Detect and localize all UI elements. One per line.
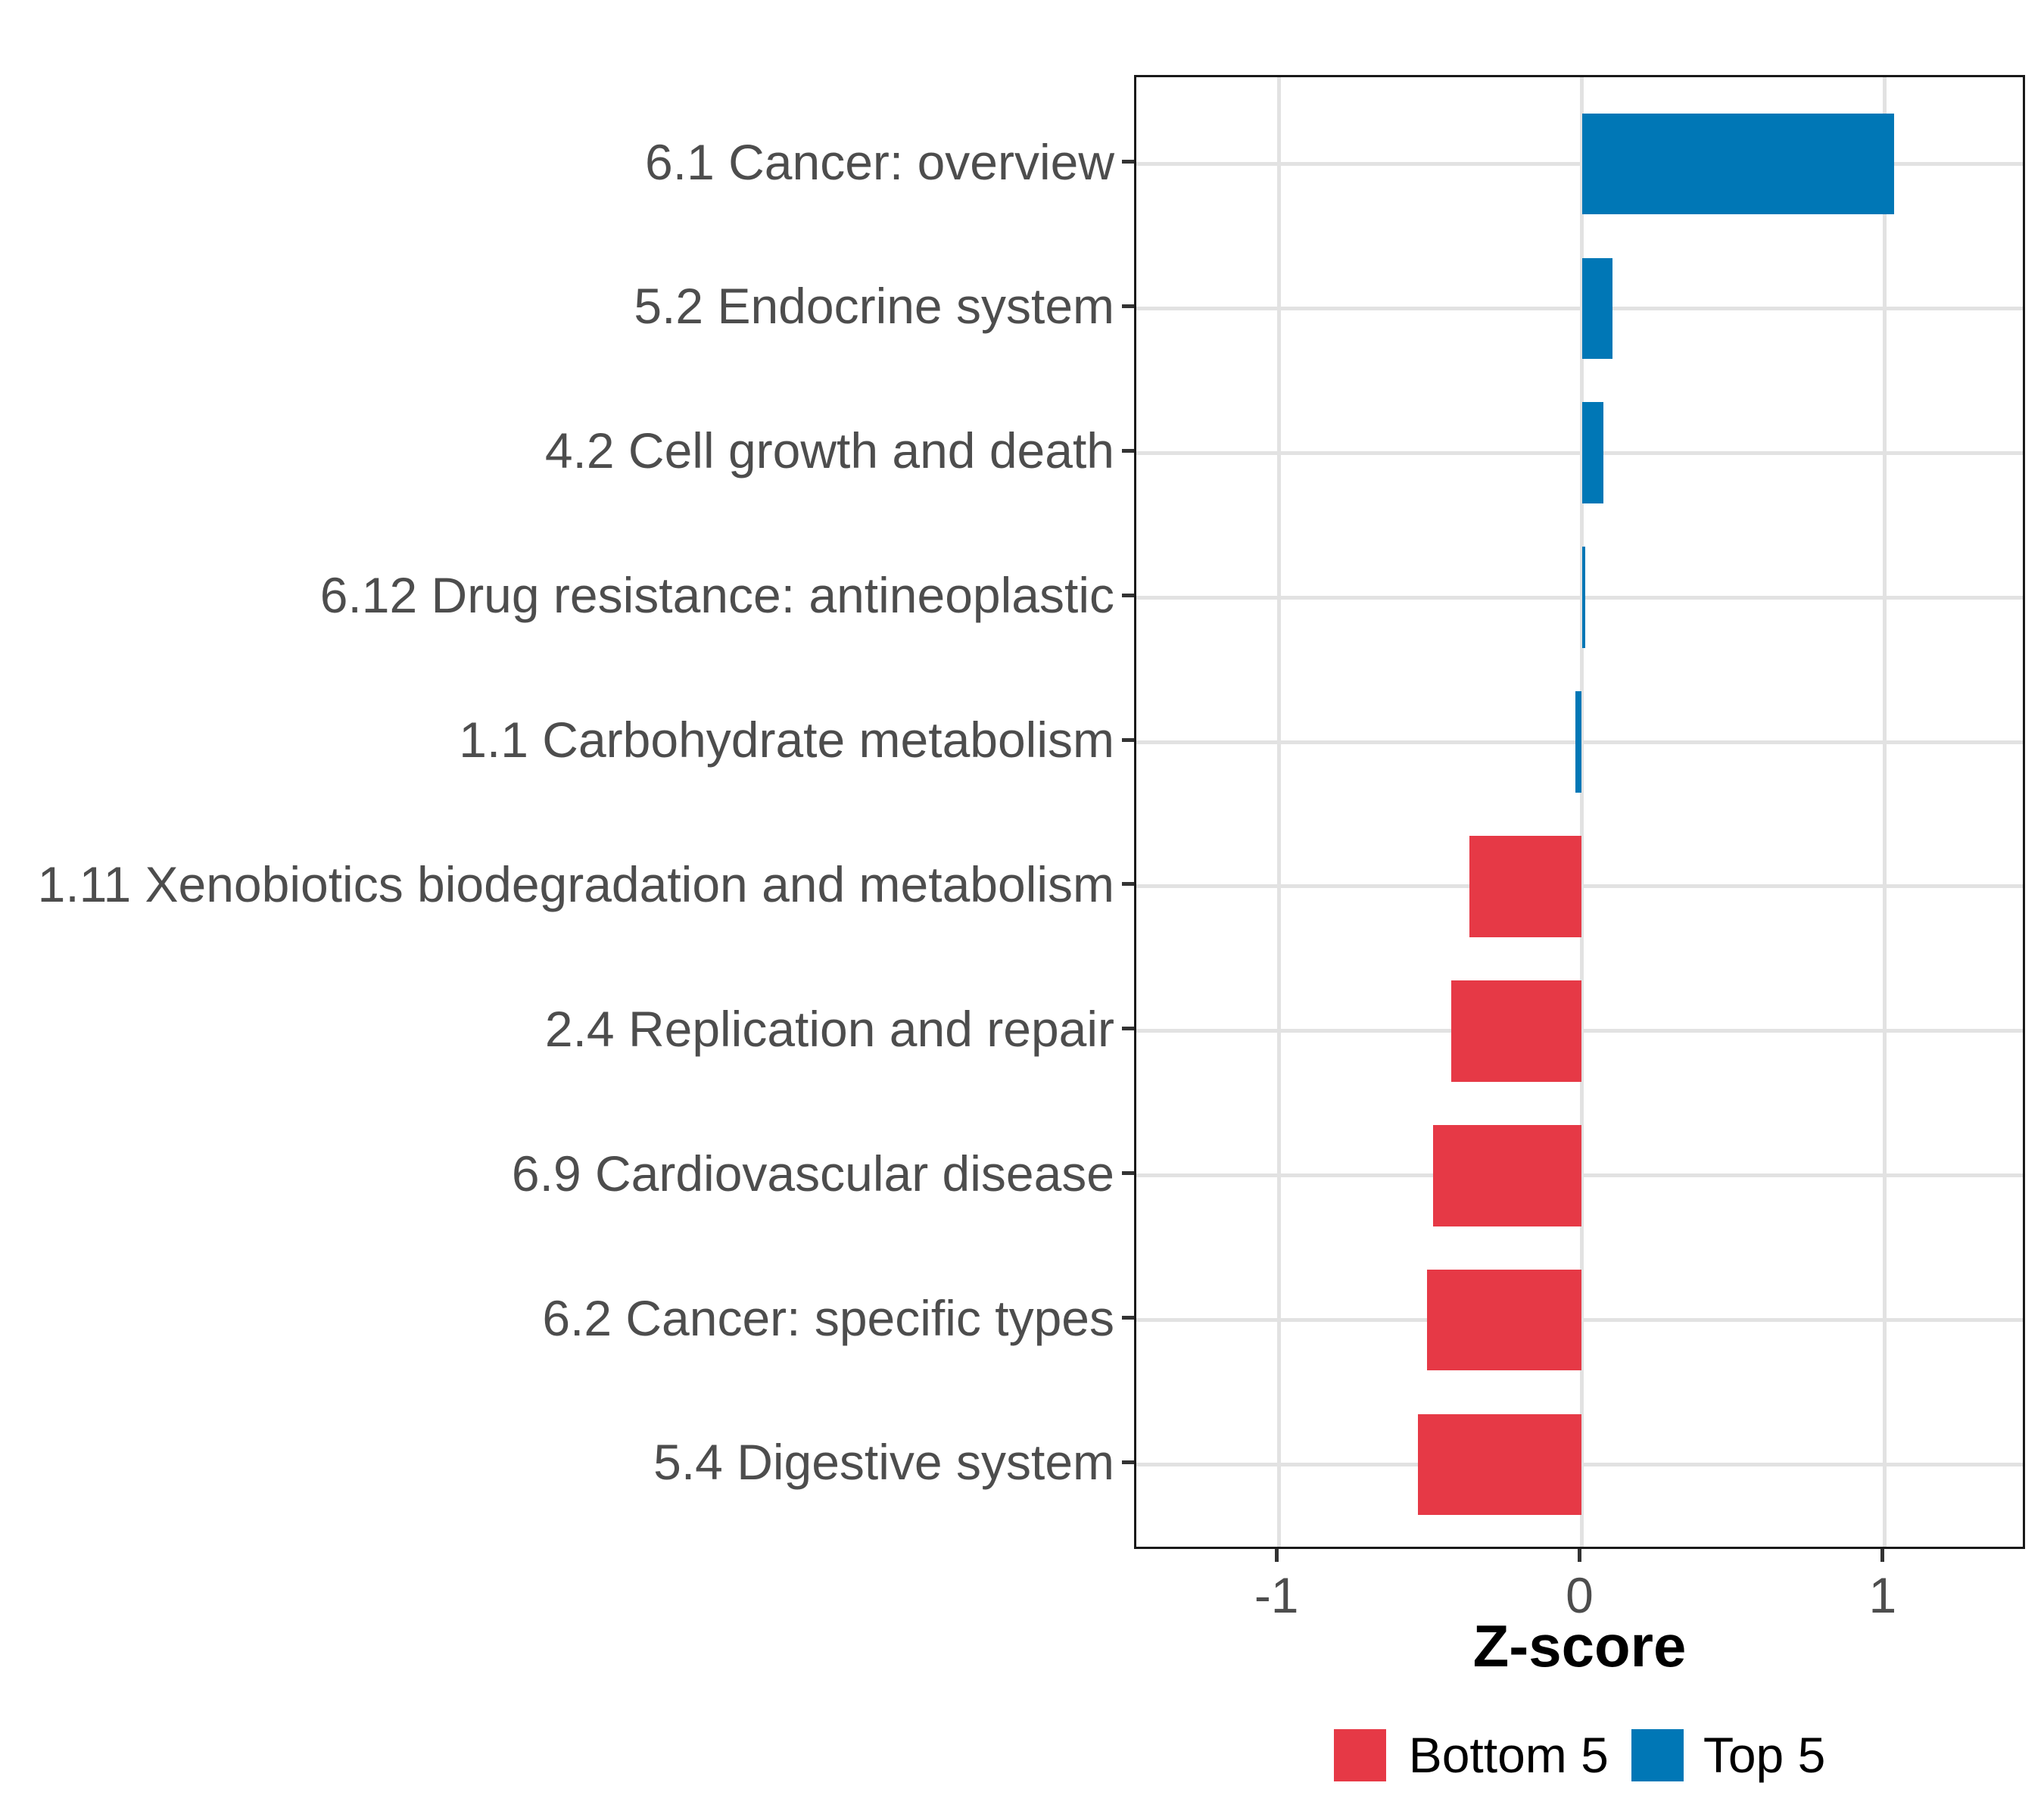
y-axis-tick xyxy=(1122,1171,1134,1176)
y-axis-tick xyxy=(1122,882,1134,887)
y-axis-tick xyxy=(1122,1460,1134,1464)
legend: Bottom 5 Top 5 xyxy=(1134,1728,2025,1782)
legend-label-top-5: Top 5 xyxy=(1703,1727,1826,1783)
y-gridline xyxy=(1136,162,2023,167)
x-gridline xyxy=(1276,77,1281,1547)
x-axis-tick-label: 0 xyxy=(1566,1567,1594,1623)
y-axis-tick xyxy=(1122,737,1134,742)
x-axis-tick xyxy=(1578,1549,1581,1562)
y-axis-tick xyxy=(1122,448,1134,453)
category-label: 5.4 Digestive system xyxy=(653,1434,1114,1491)
legend-swatch-top-5 xyxy=(1631,1728,1684,1781)
bar-positive xyxy=(1581,547,1585,648)
y-axis-tick xyxy=(1122,593,1134,597)
category-label: 6.9 Cardiovascular disease xyxy=(511,1145,1114,1201)
category-label: 6.12 Drug resistance: antineoplastic xyxy=(319,567,1114,624)
bar-positive xyxy=(1581,402,1603,504)
y-gridline xyxy=(1136,306,2023,310)
y-axis-tick xyxy=(1122,1027,1134,1031)
legend-swatch-bottom-5 xyxy=(1333,1728,1386,1781)
legend-label-bottom-5: Bottom 5 xyxy=(1408,1727,1609,1783)
bar-negative xyxy=(1469,836,1582,937)
x-gridline xyxy=(1883,77,1887,1547)
bar-negative xyxy=(1418,1413,1582,1516)
x-axis-tick-label: 1 xyxy=(1868,1567,1897,1623)
bar-negative xyxy=(1575,691,1582,793)
x-axis-tick xyxy=(1274,1549,1279,1562)
bar-positive xyxy=(1581,257,1612,360)
category-label: 2.4 Replication and repair xyxy=(544,1000,1114,1057)
category-label: 4.2 Cell growth and death xyxy=(544,422,1114,479)
y-gridline xyxy=(1136,450,2023,455)
x-axis-tick-label: -1 xyxy=(1254,1567,1299,1623)
bar-positive xyxy=(1581,113,1894,215)
x-gridline xyxy=(1580,77,1584,1547)
category-label: 6.1 Cancer: overview xyxy=(645,133,1114,190)
y-gridline xyxy=(1136,595,2023,600)
category-label: 1.1 Carbohydrate metabolism xyxy=(459,712,1114,768)
bar-negative xyxy=(1427,1269,1582,1371)
category-label: 5.2 Endocrine system xyxy=(634,278,1114,335)
x-axis-title: Z-score xyxy=(1472,1613,1687,1679)
y-axis-tick xyxy=(1122,1316,1134,1320)
x-axis-tick xyxy=(1880,1549,1885,1562)
y-axis-tick xyxy=(1122,304,1134,308)
y-axis-tick xyxy=(1122,160,1134,164)
bar-negative xyxy=(1433,1124,1582,1226)
bar-negative xyxy=(1451,980,1582,1082)
plot-panel xyxy=(1134,75,2025,1549)
category-label: 6.2 Cancer: specific types xyxy=(542,1289,1114,1346)
category-label: 1.11 Xenobiotics biodegradation and meta… xyxy=(37,856,1114,912)
